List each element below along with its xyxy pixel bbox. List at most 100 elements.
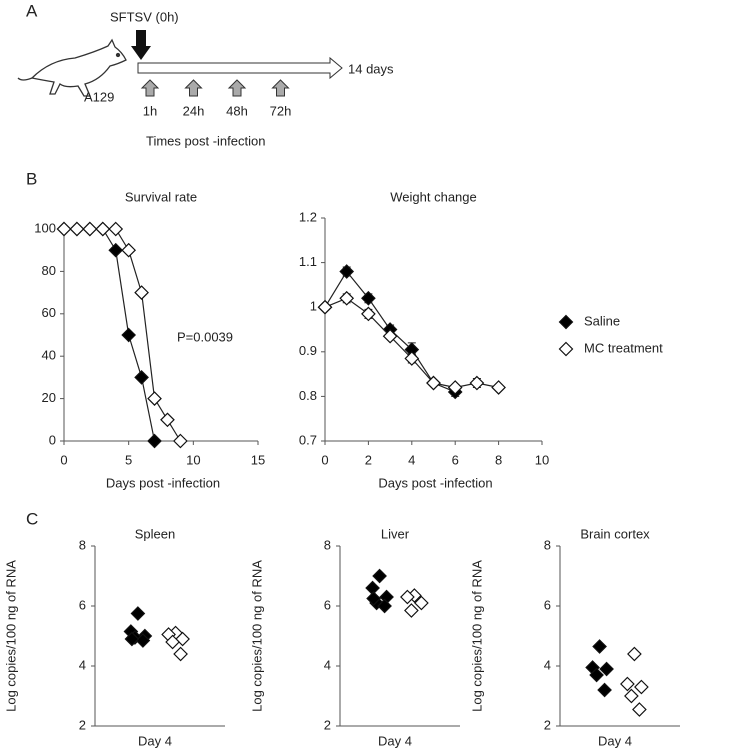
treatment-arrow bbox=[140, 79, 160, 97]
x-tick-label: 10 bbox=[535, 452, 549, 467]
data-point bbox=[447, 380, 463, 395]
panel-label: B bbox=[26, 169, 37, 188]
axes bbox=[559, 546, 680, 727]
y-tick-label: 0.9 bbox=[299, 343, 317, 358]
treatment-arrow bbox=[271, 79, 290, 97]
y-axis-label: Log copies/100 ng of RNA bbox=[469, 560, 484, 712]
data-point bbox=[121, 327, 137, 343]
data-point bbox=[134, 370, 149, 385]
mouse-label: A129 bbox=[84, 89, 114, 104]
time-label: 1h bbox=[143, 103, 157, 118]
chart-title: Brain cortex bbox=[580, 526, 650, 541]
data-point bbox=[627, 646, 642, 662]
y-tick-label: 100 bbox=[34, 220, 56, 235]
data-point bbox=[592, 639, 607, 654]
x-tick-label: 4 bbox=[408, 452, 415, 467]
chart-title: Liver bbox=[381, 526, 410, 541]
data-point bbox=[400, 589, 415, 605]
y-tick-label: 2 bbox=[544, 717, 551, 732]
x-axis-label: Day 4 bbox=[598, 733, 632, 748]
chart-title: Survival rate bbox=[125, 189, 197, 204]
data-point bbox=[147, 433, 162, 449]
axes bbox=[94, 546, 225, 727]
x-tick-label: 6 bbox=[452, 452, 459, 467]
data-point bbox=[469, 375, 485, 391]
time-label: 48h bbox=[226, 103, 248, 118]
y-tick-label: 0 bbox=[49, 432, 56, 447]
virus-label: SFTSV (0h) bbox=[110, 9, 179, 24]
chart-title: Weight change bbox=[390, 189, 477, 204]
data-point bbox=[361, 290, 376, 306]
y-tick-label: 1 bbox=[310, 299, 317, 314]
data-point bbox=[361, 306, 376, 322]
y-tick-label: 60 bbox=[42, 305, 56, 320]
data-point bbox=[173, 433, 188, 449]
data-point bbox=[124, 631, 140, 647]
x-tick-label: 0 bbox=[60, 452, 67, 467]
y-tick-label: 4 bbox=[324, 657, 331, 672]
data-point bbox=[377, 598, 392, 614]
y-tick-label: 6 bbox=[544, 597, 551, 612]
x-axis-label: Day 4 bbox=[378, 733, 412, 748]
y-tick-label: 1.2 bbox=[299, 209, 317, 224]
y-axis-label: Log copies/100 ng of RNA bbox=[249, 560, 264, 712]
x-axis-label: Day 4 bbox=[138, 733, 172, 748]
y-tick-label: 0.8 bbox=[299, 388, 317, 403]
y-tick-label: 40 bbox=[42, 348, 56, 363]
data-point bbox=[632, 702, 647, 717]
data-point bbox=[426, 375, 441, 391]
y-tick-label: 6 bbox=[79, 597, 86, 612]
data-point bbox=[130, 606, 146, 621]
data-point bbox=[382, 328, 398, 344]
data-point bbox=[69, 221, 85, 237]
y-tick-label: 20 bbox=[42, 390, 56, 405]
treatment-arrow bbox=[227, 79, 247, 97]
x-axis-label: Days post -infection bbox=[378, 475, 492, 490]
time-label: 24h bbox=[183, 103, 205, 118]
data-point bbox=[372, 568, 387, 584]
panel-label: A bbox=[26, 1, 38, 20]
x-tick-label: 5 bbox=[125, 452, 132, 467]
data-point bbox=[82, 221, 98, 237]
data-point bbox=[108, 242, 124, 258]
data-point bbox=[147, 391, 162, 406]
y-tick-label: 8 bbox=[324, 537, 331, 552]
data-point bbox=[491, 380, 506, 395]
y-tick-label: 2 bbox=[79, 717, 86, 732]
legend-marker bbox=[558, 314, 574, 330]
data-point bbox=[404, 351, 420, 366]
axes bbox=[339, 546, 460, 727]
data-point bbox=[599, 661, 614, 677]
x-tick-label: 8 bbox=[495, 452, 502, 467]
x-tick-label: 2 bbox=[365, 452, 372, 467]
mouse-icon bbox=[17, 38, 127, 97]
data-point bbox=[108, 221, 124, 237]
data-point bbox=[173, 646, 188, 662]
data-point bbox=[165, 634, 180, 650]
data-point bbox=[624, 688, 639, 704]
series-line bbox=[64, 228, 156, 442]
data-point bbox=[317, 299, 333, 315]
y-tick-label: 80 bbox=[42, 263, 56, 278]
legend-label: MC treatment bbox=[584, 340, 663, 355]
data-point bbox=[620, 676, 635, 692]
data-point bbox=[414, 595, 429, 611]
timeline-arrow bbox=[137, 56, 343, 80]
y-axis-label: Log copies/100 ng of RNA bbox=[3, 560, 18, 712]
y-tick-label: 4 bbox=[544, 657, 551, 672]
y-tick-label: 4 bbox=[79, 657, 86, 672]
data-point bbox=[339, 290, 355, 306]
y-tick-label: 0.7 bbox=[299, 432, 317, 447]
y-tick-label: 8 bbox=[544, 537, 551, 552]
treatment-arrow bbox=[184, 79, 203, 97]
x-tick-label: 0 bbox=[321, 452, 328, 467]
data-point bbox=[56, 221, 72, 237]
legend-label: Saline bbox=[584, 313, 620, 328]
data-point bbox=[160, 412, 175, 428]
axes bbox=[324, 218, 542, 442]
time-label: 72h bbox=[270, 103, 292, 118]
data-point bbox=[589, 667, 604, 683]
data-point bbox=[121, 242, 137, 258]
annotation: P=0.0039 bbox=[177, 329, 233, 344]
data-point bbox=[634, 679, 649, 695]
